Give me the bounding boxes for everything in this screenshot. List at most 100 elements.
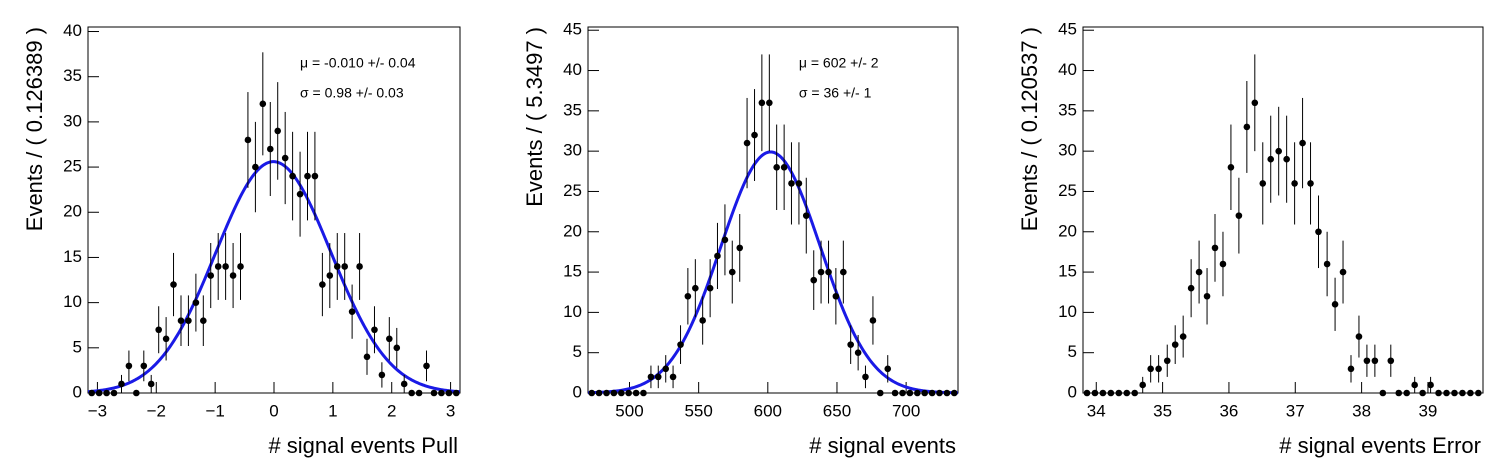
fit-stat: μ = -0.010 +/- 0.04: [300, 55, 416, 71]
x-tick-label: 36: [1219, 401, 1238, 420]
y-tick-label: 15: [563, 262, 582, 281]
x-tick-label: 2: [387, 401, 396, 420]
data-point: [773, 163, 780, 171]
data-point: [647, 373, 655, 381]
data-point: [1259, 180, 1267, 187]
data-point: [936, 389, 943, 397]
data-point: [1251, 99, 1259, 107]
x-tick-label: 700: [892, 401, 920, 420]
data-point: [840, 268, 847, 276]
x-tick-label: 39: [1418, 401, 1437, 420]
data-point: [728, 268, 736, 276]
data-point: [274, 127, 282, 135]
x-tick-label: −1: [205, 401, 224, 420]
x-tick-label: 0: [269, 401, 278, 420]
y-tick-label: 45: [1058, 20, 1077, 39]
y-axis-title: Events / ( 5.3497 ): [522, 27, 547, 207]
data-point: [1395, 389, 1403, 397]
data-point: [1211, 244, 1219, 252]
data-point: [326, 272, 334, 279]
data-point: [899, 389, 906, 397]
data-point: [1235, 212, 1243, 219]
data-point: [1283, 155, 1290, 163]
data-point: [699, 317, 706, 324]
x-tick-label: 650: [823, 401, 851, 420]
y-tick-label: 15: [63, 247, 82, 266]
data-point: [430, 389, 438, 397]
data-point: [229, 272, 237, 279]
data-point: [692, 284, 699, 292]
data-point: [133, 389, 140, 397]
data-point: [884, 365, 892, 373]
data-point: [1339, 268, 1347, 276]
y-tick-label: 40: [63, 21, 82, 40]
data-point: [1091, 389, 1099, 397]
y-tick-label: 30: [63, 111, 82, 130]
data-point: [311, 172, 319, 180]
panel: 0 5 10 15 20 25 30 35 40 −3 −2 −1 0 1 2 3 # signal event…: [22, 21, 461, 458]
x-axis-title: # signal events Error: [1279, 433, 1481, 458]
data-point: [363, 353, 371, 361]
data-point: [1171, 341, 1179, 348]
data-point: [1307, 180, 1314, 187]
x-tick-label: 34: [1087, 401, 1106, 420]
x-tick-label: 35: [1153, 401, 1172, 420]
data-point: [669, 373, 677, 381]
y-tick-label: 0: [1068, 382, 1077, 401]
data-point: [185, 317, 192, 325]
x-tick-label: −3: [88, 401, 107, 420]
data-point: [891, 389, 899, 397]
x-tick-label: 550: [684, 401, 712, 420]
data-point: [1403, 389, 1411, 397]
data-point: [155, 326, 162, 334]
data-point: [928, 389, 936, 397]
data-point: [1467, 389, 1474, 397]
data-point: [1123, 389, 1131, 397]
data-point: [1347, 365, 1355, 373]
data-point: [356, 263, 363, 270]
y-tick-label: 25: [63, 157, 82, 176]
data-point: [1219, 260, 1227, 268]
data-point: [862, 373, 869, 381]
plot-frame: [1082, 26, 1484, 394]
data-point: [632, 389, 640, 397]
data-point: [677, 341, 684, 348]
data-point: [95, 389, 103, 397]
data-point: [751, 131, 758, 139]
data-point: [438, 389, 445, 397]
data-point: [847, 341, 854, 348]
y-tick-label: 20: [63, 202, 82, 221]
y-tick-label: 10: [1058, 302, 1077, 321]
data-point: [1291, 180, 1298, 187]
data-point: [1443, 389, 1450, 397]
y-tick-label: 0: [73, 382, 82, 401]
y-tick-label: 35: [63, 66, 82, 85]
data-point: [445, 389, 453, 397]
data-point: [1331, 301, 1339, 308]
data-point: [1155, 365, 1162, 373]
data-point: [603, 389, 610, 397]
data-point: [876, 389, 884, 397]
data-point: [1427, 381, 1434, 389]
data-point: [1139, 381, 1147, 389]
data-point: [758, 99, 766, 107]
data-point: [393, 344, 401, 352]
data-point: [743, 139, 751, 147]
fit-stat: σ = 0.98 +/- 0.03: [300, 85, 404, 101]
x-axis-title: # signal events: [809, 433, 956, 458]
data-point: [721, 236, 729, 244]
panel: 0 5 10 15 20 25 30 35 40 45 500 550 600 650 700 # signa…: [522, 20, 959, 458]
y-axis-title: Events / ( 0.126389 ): [22, 27, 47, 231]
data-point: [415, 389, 423, 397]
data-point: [1275, 147, 1282, 155]
data-point: [296, 190, 304, 198]
data-point: [788, 180, 795, 187]
x-tick-label: 600: [754, 401, 782, 420]
data-point: [1323, 260, 1331, 268]
data-point: [714, 252, 721, 260]
data-point: [118, 380, 125, 388]
data-point: [266, 145, 274, 153]
y-tick-label: 45: [563, 20, 582, 39]
data-point: [1243, 123, 1251, 131]
data-point: [423, 362, 430, 370]
